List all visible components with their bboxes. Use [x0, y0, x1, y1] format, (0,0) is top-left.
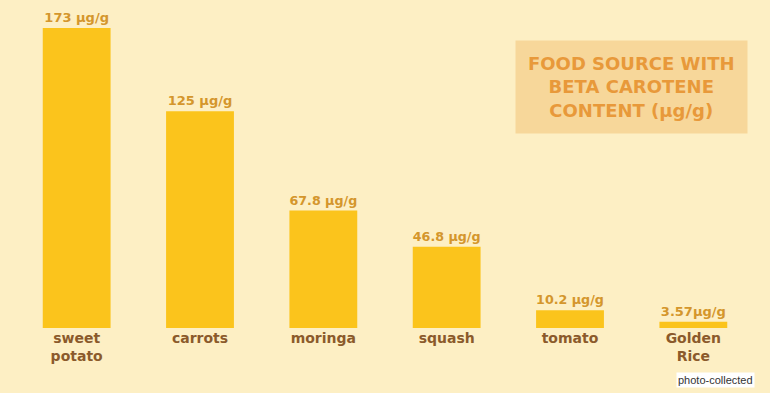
- svg-text:3.57μg/g: 3.57μg/g: [661, 304, 726, 319]
- svg-text:photo-collected: photo-collected: [678, 374, 753, 386]
- svg-text:FOOD SOURCE WITHBETA CAROTENEC: FOOD SOURCE WITHBETA CAROTENECONTENT (μg…: [528, 53, 735, 121]
- svg-text:tomato: tomato: [542, 330, 599, 346]
- svg-text:10.2 μg/g: 10.2 μg/g: [536, 292, 604, 307]
- svg-text:173 μg/g: 173 μg/g: [44, 10, 109, 25]
- svg-text:46.8 μg/g: 46.8 μg/g: [413, 229, 481, 244]
- svg-text:GoldenRice: GoldenRice: [666, 330, 721, 364]
- svg-text:125 μg/g: 125 μg/g: [168, 93, 233, 108]
- svg-text:sweetpotato: sweetpotato: [51, 330, 103, 364]
- svg-text:moringa: moringa: [291, 330, 356, 346]
- svg-text:squash: squash: [419, 330, 475, 346]
- svg-text:carrots: carrots: [172, 330, 228, 346]
- svg-text:67.8 μg/g: 67.8 μg/g: [289, 193, 357, 208]
